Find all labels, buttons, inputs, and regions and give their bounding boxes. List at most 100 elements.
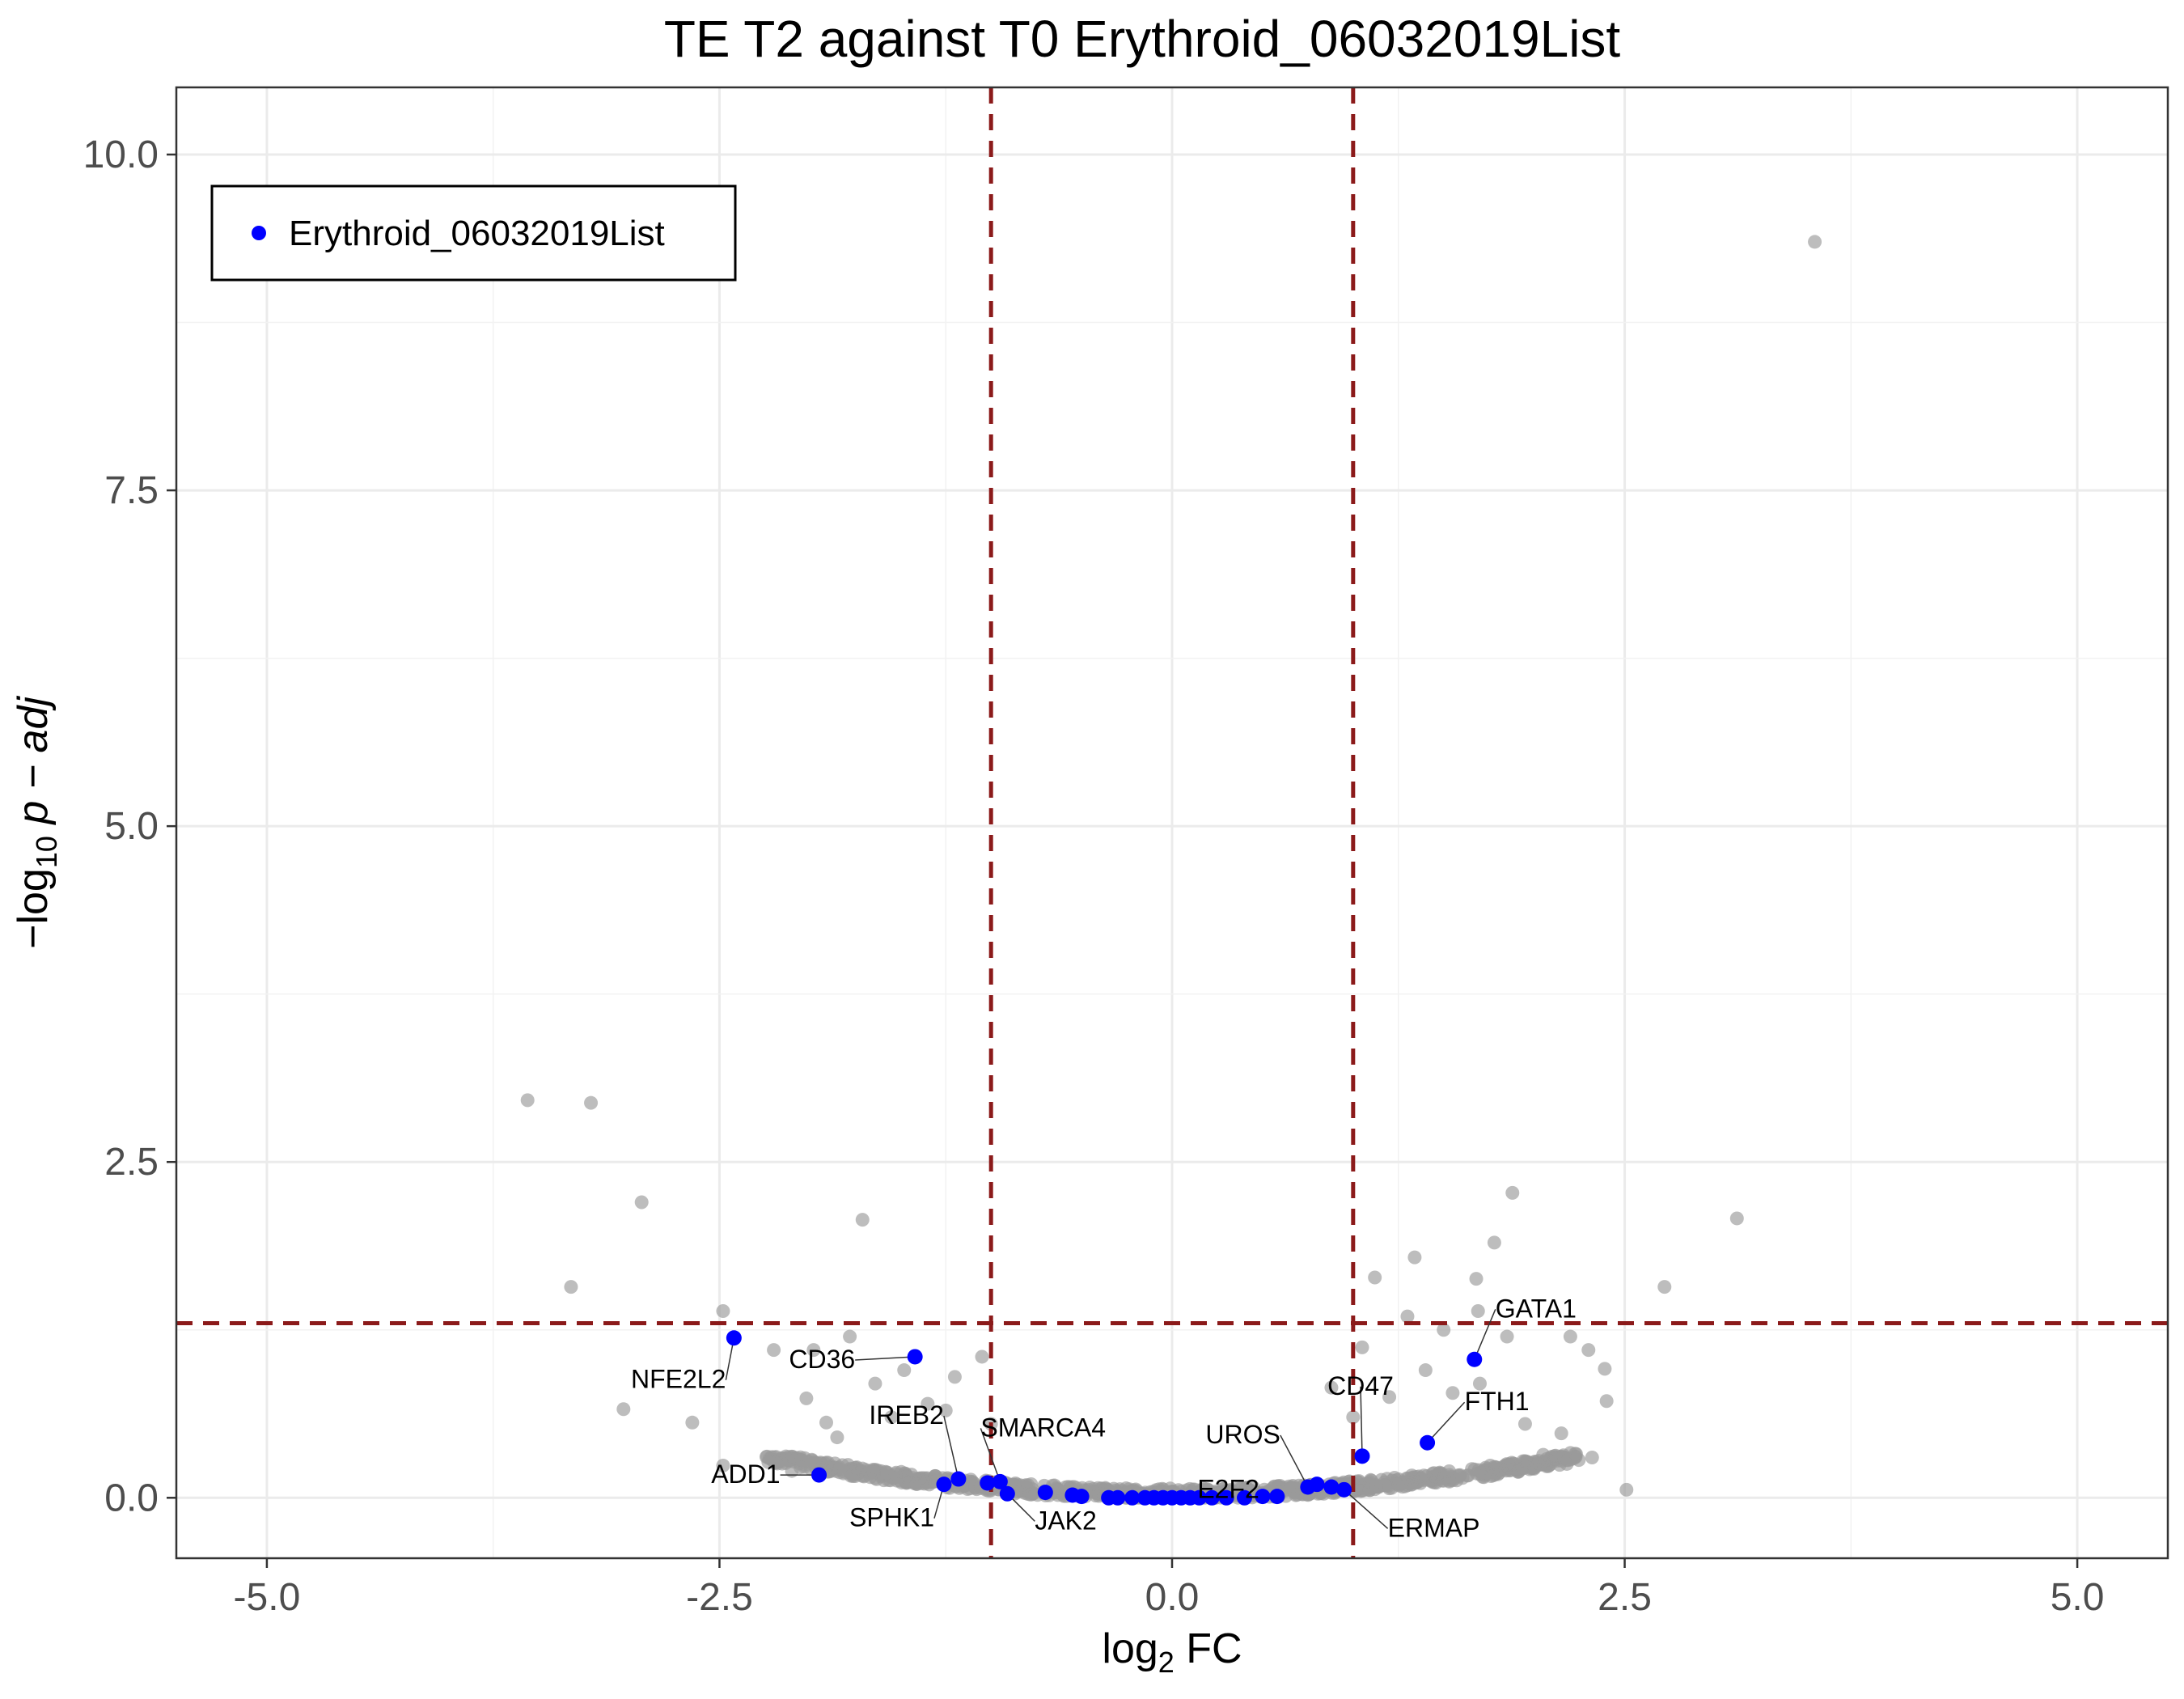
legend: Erythroid_06032019List: [210, 184, 737, 282]
background-point: [1437, 1323, 1451, 1337]
background-point: [1418, 1363, 1433, 1378]
background-point: [1517, 1417, 1532, 1431]
background-point: [855, 1213, 870, 1227]
y-axis-title-subscript: 10: [30, 836, 63, 868]
highlight-point: [950, 1471, 967, 1487]
y-axis-ticks: 0.0 2.5 5.0 7.5 10.0: [83, 133, 176, 1519]
background-point: [1598, 1362, 1612, 1376]
label-leader-line: [1344, 1489, 1389, 1529]
background-point: [1568, 1447, 1582, 1461]
highlight-point: [1255, 1489, 1271, 1505]
label-leader-line: [1280, 1434, 1309, 1488]
gene-label: E2F2: [1197, 1475, 1259, 1504]
background-point: [1501, 1457, 1516, 1472]
background-point: [1355, 1340, 1369, 1354]
x-axis-title: log2 FC: [1102, 1625, 1242, 1679]
background-point: [785, 1464, 799, 1478]
highlight-point: [1323, 1479, 1340, 1495]
gene-label: CD36: [789, 1345, 855, 1374]
gene-label: GATA1: [1496, 1294, 1577, 1323]
background-point: [716, 1304, 730, 1319]
highlight-point: [726, 1330, 742, 1346]
background-point: [897, 1363, 912, 1378]
background-point: [798, 1451, 812, 1465]
highlight-point: [1037, 1485, 1053, 1501]
y-axis-title-pre: −log: [10, 868, 57, 949]
background-point: [1400, 1309, 1415, 1324]
background-point: [634, 1195, 649, 1210]
background-point: [767, 1343, 781, 1358]
gene-label: SPHK1: [849, 1503, 934, 1532]
background-point: [868, 1376, 882, 1391]
y-tick-label: 7.5: [104, 469, 159, 512]
background-point: [1472, 1376, 1487, 1391]
background-point: [921, 1396, 935, 1411]
label-leader-line: [1474, 1308, 1496, 1360]
x-axis-ticks: -5.0 -2.5 0.0 2.5 5.0: [234, 1558, 2104, 1619]
x-axis-title-subscript: 2: [1158, 1646, 1175, 1679]
y-axis-title: −log10 p − adj: [10, 696, 63, 949]
background-point: [899, 1469, 913, 1484]
background-point: [1479, 1460, 1493, 1475]
background-point: [851, 1466, 866, 1481]
background-point: [866, 1463, 880, 1477]
background-point: [1324, 1380, 1339, 1395]
background-point: [843, 1329, 857, 1344]
background-point: [975, 1349, 989, 1364]
highlight-point: [999, 1485, 1015, 1502]
background-point: [1808, 235, 1822, 249]
gene-label: JAK2: [1035, 1506, 1096, 1535]
x-tick-label: 2.5: [1598, 1576, 1652, 1619]
gene-label: ERMAP: [1388, 1513, 1480, 1542]
x-axis-title-rest: FC: [1175, 1625, 1242, 1672]
background-point: [1382, 1481, 1396, 1496]
background-point: [819, 1415, 834, 1430]
x-tick-label: -5.0: [234, 1576, 301, 1619]
y-axis-title-rest: p − adj: [10, 696, 57, 836]
highlight-point: [1354, 1448, 1370, 1464]
highlight-point: [1204, 1489, 1220, 1506]
background-point: [685, 1415, 700, 1430]
highlight-point: [1124, 1489, 1141, 1506]
highlight-points: [726, 1330, 1483, 1506]
label-leader-line: [943, 1415, 959, 1480]
background-point: [1407, 1250, 1422, 1265]
highlight-point: [1218, 1489, 1234, 1506]
y-tick-label: 5.0: [104, 805, 159, 848]
x-axis-title-base: log: [1102, 1625, 1158, 1672]
background-point: [616, 1402, 631, 1417]
background-point: [1729, 1211, 1744, 1226]
highlight-point: [1467, 1351, 1483, 1367]
grid-lines: [176, 87, 2168, 1558]
gene-labels: NFE2L2 CD36 ADD1 SPHK1 IREB2 SMARCA4 JAK2 E2F2 U…: [631, 1294, 1577, 1542]
threshold-lines: [176, 87, 2168, 1558]
highlight-point: [992, 1473, 1008, 1489]
background-point: [1382, 1390, 1397, 1405]
background-point: [1364, 1481, 1378, 1495]
background-point: [806, 1343, 821, 1358]
background-point: [1423, 1473, 1437, 1488]
background-point: [1471, 1304, 1485, 1319]
background-point: [799, 1391, 814, 1405]
background-point: [947, 1370, 962, 1384]
highlight-point: [1073, 1489, 1090, 1505]
background-point: [1445, 1386, 1460, 1400]
background-point: [1500, 1329, 1514, 1344]
background-point: [716, 1458, 730, 1472]
background-point: [938, 1403, 953, 1417]
background-point: [967, 1476, 981, 1490]
background-point: [1487, 1235, 1501, 1250]
background-point: [1404, 1477, 1419, 1492]
highlight-point: [907, 1349, 923, 1365]
gene-label: ADD1: [711, 1460, 780, 1489]
gene-label: FTH1: [1465, 1387, 1530, 1416]
highlight-point: [1336, 1481, 1352, 1498]
gene-label: CD47: [1327, 1371, 1394, 1400]
background-point: [1461, 1468, 1475, 1483]
legend-box: [210, 184, 737, 282]
background-point: [1585, 1450, 1599, 1464]
background-point: [884, 1410, 899, 1425]
label-leader-line: [1360, 1386, 1363, 1456]
background-point: [1555, 1449, 1569, 1464]
